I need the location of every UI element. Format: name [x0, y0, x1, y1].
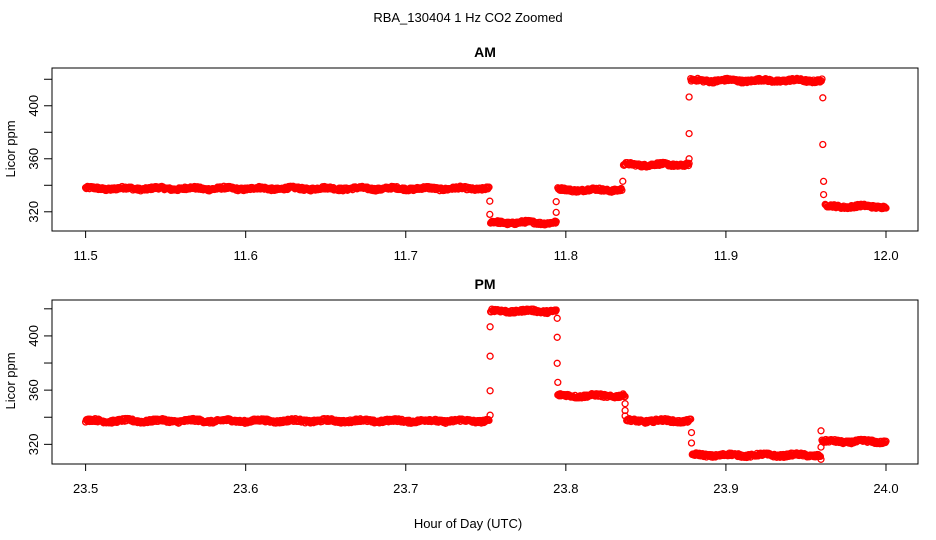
transition-point	[817, 455, 825, 463]
transition-point	[687, 428, 696, 437]
transition-point	[553, 359, 561, 367]
transition-point	[685, 129, 693, 138]
plot-frame	[51, 67, 919, 232]
y-axis-label-am: Licor ppm	[3, 120, 18, 177]
data-point	[552, 218, 560, 226]
transition-point	[486, 387, 494, 395]
x-tick-label: 11.6	[234, 248, 258, 263]
transition-point	[486, 352, 494, 360]
transition-point	[621, 400, 629, 408]
transition-point	[552, 198, 560, 206]
x-tick-label: 11.7	[394, 248, 418, 263]
transition-point	[553, 333, 561, 341]
data-point	[687, 415, 695, 423]
x-tick-label: 23.6	[233, 481, 258, 496]
y-tick-label: 400	[26, 325, 41, 347]
panel-pm: PM Licor ppm 23.5 23.6 23.7 23.8 23.9 24.0 320…	[3, 276, 919, 496]
transition-point	[619, 177, 627, 185]
data-point	[882, 204, 890, 212]
panel-title-pm: PM	[475, 276, 496, 292]
x-tick-label: 11.9	[714, 248, 738, 263]
transition-point	[685, 155, 693, 163]
x-tick-label: 24.0	[873, 481, 898, 496]
x-tick-label: 11.5	[73, 248, 97, 263]
y-tick-label: 320	[26, 433, 41, 455]
y-axis-label-pm: Licor ppm	[3, 352, 18, 409]
data-point	[618, 186, 626, 194]
x-tick-label: 12.0	[873, 248, 898, 263]
data-point	[552, 306, 560, 314]
data-points	[81, 74, 890, 229]
plot-frame	[51, 299, 919, 465]
x-tick-label: 23.8	[553, 481, 578, 496]
data-point	[685, 159, 693, 168]
data-point	[485, 183, 493, 191]
transition-point	[554, 378, 562, 387]
transition-point	[819, 177, 828, 186]
transition-point	[552, 208, 560, 217]
transition-point	[819, 190, 828, 199]
transition-point	[486, 210, 494, 219]
y-tick-label: 360	[26, 148, 41, 170]
transition-point	[817, 443, 825, 451]
x-axis-label: Hour of Day (UTC)	[414, 516, 522, 531]
panel-am: AM Licor ppm 11.5 11.6 11.7 11.8 11.9 12.0 320…	[3, 44, 919, 263]
data-point	[818, 75, 826, 83]
y-tick-label: 360	[26, 379, 41, 401]
x-tick-label: 23.7	[393, 481, 418, 496]
data-points	[81, 305, 890, 463]
transition-point	[685, 93, 693, 101]
x-tick-label: 23.5	[73, 481, 98, 496]
x-tick-label: 23.9	[713, 481, 738, 496]
y-tick-label: 400	[26, 95, 41, 117]
transition-point	[817, 427, 825, 435]
transition-point	[819, 94, 827, 102]
panel-title-am: AM	[474, 44, 496, 60]
transition-point	[486, 411, 494, 419]
transition-point	[621, 412, 629, 420]
transition-point	[486, 197, 494, 205]
chart-title: RBA_130404 1 Hz CO2 Zoomed	[373, 10, 562, 25]
data-point	[816, 452, 825, 461]
transition-point	[486, 323, 494, 331]
data-point	[882, 437, 890, 445]
transition-point	[687, 439, 696, 447]
data-point	[621, 392, 629, 401]
y-tick-label: 320	[26, 201, 41, 223]
transition-point	[553, 314, 561, 322]
x-tick-label: 11.8	[554, 248, 578, 263]
transition-point	[819, 140, 827, 149]
